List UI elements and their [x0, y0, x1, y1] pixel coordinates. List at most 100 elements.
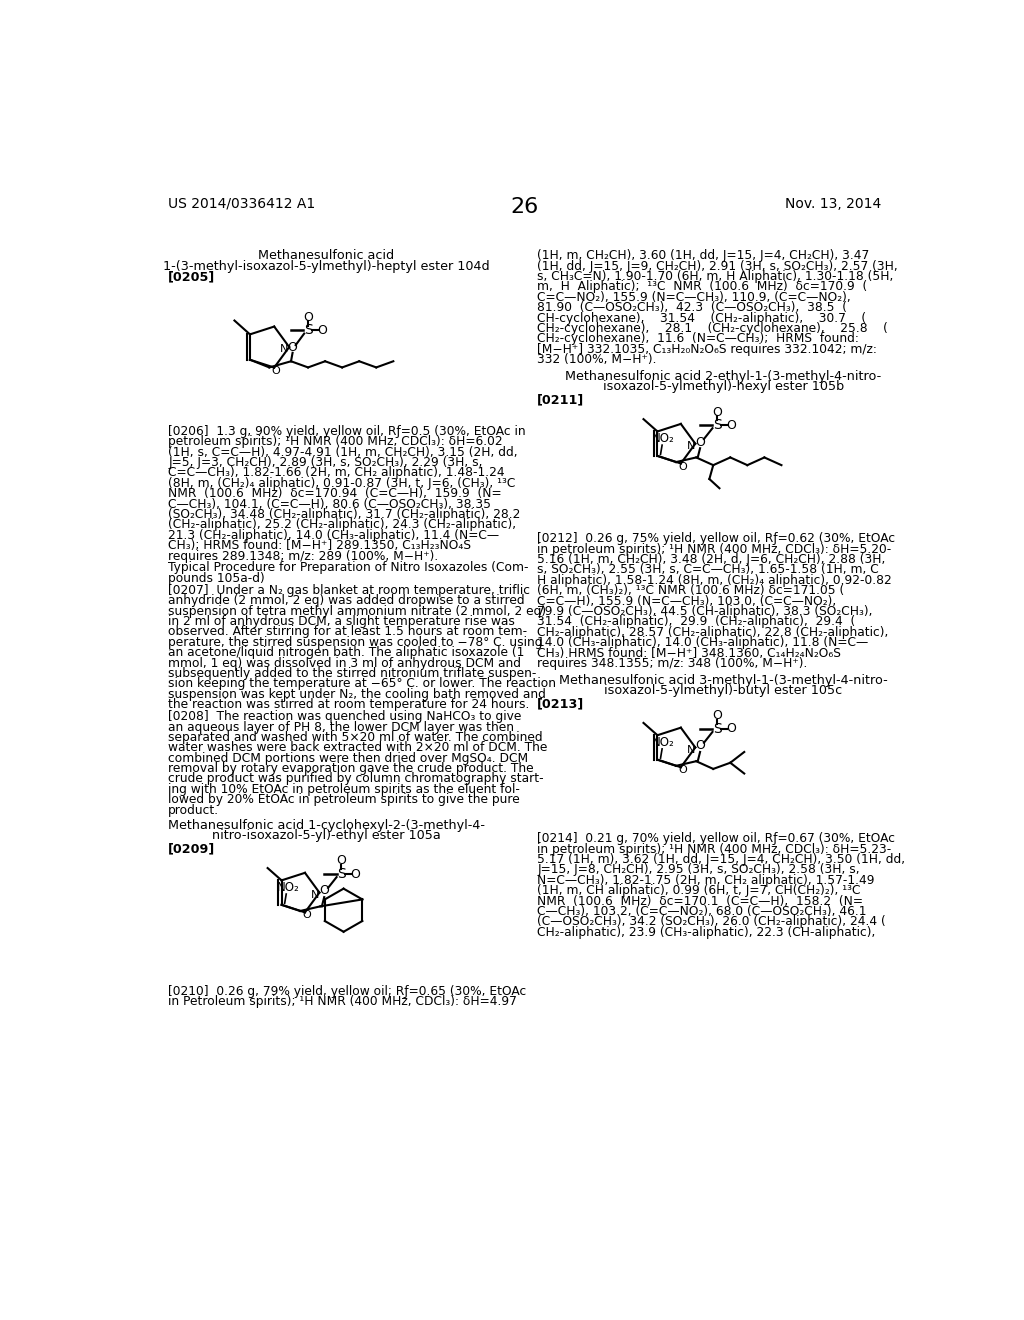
Text: product.: product. [168, 804, 219, 817]
Text: petroleum spirits); ¹H NMR (400 MHz, CDCl₃): δH=6.02: petroleum spirits); ¹H NMR (400 MHz, CDC… [168, 436, 503, 449]
Text: [0209]: [0209] [168, 842, 215, 855]
Text: 81.90  (C—OSO₂CH₃),  42.3  (C—OSO₂CH₃),  38.5  (: 81.90 (C—OSO₂CH₃), 42.3 (C—OSO₂CH₃), 38.… [538, 301, 847, 314]
Text: [0208]  The reaction was quenched using NaHCO₃ to give: [0208] The reaction was quenched using N… [168, 710, 521, 723]
Text: N: N [281, 345, 289, 354]
Text: in petroleum spirits); ¹H NMR (400 MHz, CDCl₃): δH=5.23-: in petroleum spirits); ¹H NMR (400 MHz, … [538, 842, 892, 855]
Text: combined DCM portions were then dried over MgSO₄. DCM: combined DCM portions were then dried ov… [168, 751, 528, 764]
Text: Methanesulfonic acid: Methanesulfonic acid [258, 249, 394, 263]
Text: N: N [686, 744, 695, 755]
Text: 26: 26 [511, 197, 539, 216]
Text: C=C—H), 155.9 (N=C—CH₃), 103.0, (C=C—NO₂),: C=C—H), 155.9 (N=C—CH₃), 103.0, (C=C—NO₂… [538, 594, 837, 607]
Text: Methanesulfonic acid 3-methyl-1-(3-methyl-4-nitro-: Methanesulfonic acid 3-methyl-1-(3-methy… [559, 673, 888, 686]
Text: N=C—CH₃), 1.82-1.75 (2H, m, CH₂ aliphatic), 1.57-1.49: N=C—CH₃), 1.82-1.75 (2H, m, CH₂ aliphati… [538, 874, 874, 887]
Text: [0212]  0.26 g, 75% yield, yellow oil, Rƒ=0.62 (30%, EtOAc: [0212] 0.26 g, 75% yield, yellow oil, Rƒ… [538, 532, 895, 545]
Text: (8H, m, (CH₂)₄ aliphatic), 0.91-0.87 (3H, t, J=6, (CH₃), ¹³C: (8H, m, (CH₂)₄ aliphatic), 0.91-0.87 (3H… [168, 477, 516, 490]
Text: O: O [726, 418, 736, 432]
Text: CH₂-aliphatic), 23.9 (CH₃-aliphatic), 22.3 (CH-aliphatic),: CH₂-aliphatic), 23.9 (CH₃-aliphatic), 22… [538, 925, 876, 939]
Text: pounds 105a-d): pounds 105a-d) [168, 572, 265, 585]
Text: H aliphatic), 1.58-1.24 (8H, m, (CH₂)₄ aliphatic), 0.92-0.82: H aliphatic), 1.58-1.24 (8H, m, (CH₂)₄ a… [538, 574, 892, 587]
Text: 5.17 (1H, m), 3.62 (1H, dd, J=15, J=4, CH₂CH), 3.50 (1H, dd,: 5.17 (1H, m), 3.62 (1H, dd, J=15, J=4, C… [538, 853, 905, 866]
Text: CH₂-cyclohexane),    28.1    (CH₂-cyclohexane),    25.8    (: CH₂-cyclohexane), 28.1 (CH₂-cyclohexane)… [538, 322, 888, 335]
Text: in 2 ml of anhydrous DCM, a slight temperature rise was: in 2 ml of anhydrous DCM, a slight tempe… [168, 615, 515, 628]
Text: O: O [712, 405, 722, 418]
Text: the reaction was stirred at room temperature for 24 hours.: the reaction was stirred at room tempera… [168, 698, 529, 711]
Text: [0213]: [0213] [538, 697, 585, 710]
Text: US 2014/0336412 A1: US 2014/0336412 A1 [168, 197, 315, 211]
Text: isoxazol-5-ylmethyl)-butyl ester 105c: isoxazol-5-ylmethyl)-butyl ester 105c [604, 684, 843, 697]
Text: [0214]  0.21 g, 70% yield, yellow oil, Rƒ=0.67 (30%, EtOAc: [0214] 0.21 g, 70% yield, yellow oil, Rƒ… [538, 832, 895, 845]
Text: 332 (100%, M−H⁺).: 332 (100%, M−H⁺). [538, 354, 656, 366]
Text: subsequently added to the stirred nitronium triflate suspen-: subsequently added to the stirred nitron… [168, 667, 537, 680]
Text: CH₂-cyclohexane),  11.6  (N=C—CH₃);  HRMS  found:: CH₂-cyclohexane), 11.6 (N=C—CH₃); HRMS f… [538, 333, 859, 346]
Text: O: O [319, 884, 329, 898]
Text: (CH₂-aliphatic), 25.2 (CH₂-aliphatic), 24.3 (CH₂-aliphatic),: (CH₂-aliphatic), 25.2 (CH₂-aliphatic), 2… [168, 519, 516, 532]
Text: NO₂: NO₂ [652, 737, 675, 750]
Text: (1H, s, C=C—H), 4.97-4.91 (1H, m, CH₂CH), 3.15 (2H, dd,: (1H, s, C=C—H), 4.97-4.91 (1H, m, CH₂CH)… [168, 446, 518, 458]
Text: Nov. 13, 2014: Nov. 13, 2014 [785, 197, 882, 211]
Text: (SO₂CH₃), 34.48 (CH₂-aliphatic), 31.7 (CH₂-aliphatic), 28.2: (SO₂CH₃), 34.48 (CH₂-aliphatic), 31.7 (C… [168, 508, 520, 521]
Text: [0210]  0.26 g, 79% yield, yellow oil; Rƒ=0.65 (30%, EtOAc: [0210] 0.26 g, 79% yield, yellow oil; Rƒ… [168, 985, 526, 998]
Text: O: O [712, 709, 722, 722]
Text: NO₂: NO₂ [652, 433, 675, 445]
Text: s, CH₃C=N), 1.90-1.70 (6H, m, H Aliphatic), 1.30-1.18 (5H,: s, CH₃C=N), 1.90-1.70 (6H, m, H Aliphati… [538, 271, 894, 282]
Text: O: O [271, 366, 281, 376]
Text: O: O [288, 341, 298, 354]
Text: Methanesulfonic acid 2-ethyl-1-(3-methyl-4-nitro-: Methanesulfonic acid 2-ethyl-1-(3-methyl… [565, 370, 882, 383]
Text: s, SO₂CH₃), 2.55 (3H, s, C=C—CH₃), 1.65-1.58 (1H, m, C: s, SO₂CH₃), 2.55 (3H, s, C=C—CH₃), 1.65-… [538, 564, 879, 577]
Text: [0211]: [0211] [538, 393, 585, 407]
Text: 5.16 (1H, m, CH₂CH), 3.48 (2H, d, J=6, CH₂CH), 2.88 (3H,: 5.16 (1H, m, CH₂CH), 3.48 (2H, d, J=6, C… [538, 553, 886, 566]
Text: m,  H  Aliphatic);  ¹³C  NMR  (100.6  MHz)  δc=170.9  (: m, H Aliphatic); ¹³C NMR (100.6 MHz) δc=… [538, 280, 867, 293]
Text: lowed by 20% EtOAc in petroleum spirits to give the pure: lowed by 20% EtOAc in petroleum spirits … [168, 793, 520, 807]
Text: S: S [713, 722, 722, 735]
Text: O: O [726, 722, 736, 735]
Text: O: O [695, 436, 705, 449]
Text: Methanesulfonic acid 1-cyclohexyl-2-(3-methyl-4-: Methanesulfonic acid 1-cyclohexyl-2-(3-m… [168, 818, 485, 832]
Text: 79.9 (C—OSO₂CH₃), 44.5 (CH-aliphatic), 38.3 (SO₂CH₃),: 79.9 (C—OSO₂CH₃), 44.5 (CH-aliphatic), 3… [538, 605, 872, 618]
Text: [0206]  1.3 g, 90% yield, yellow oil, Rƒ=0.5 (30%, EtOAc in: [0206] 1.3 g, 90% yield, yellow oil, Rƒ=… [168, 425, 526, 438]
Text: J=15, J=8, CH₂CH), 2.95 (3H, s, SO₂CH₃), 2.58 (3H, s,: J=15, J=8, CH₂CH), 2.95 (3H, s, SO₂CH₃),… [538, 863, 860, 876]
Text: requires 289.1348; m/z: 289 (100%, M−H⁺).: requires 289.1348; m/z: 289 (100%, M−H⁺)… [168, 549, 438, 562]
Text: (C—OSO₂CH₃), 34.2 (SO₂CH₃), 26.0 (CH₂-aliphatic), 24.4 (: (C—OSO₂CH₃), 34.2 (SO₂CH₃), 26.0 (CH₂-al… [538, 915, 886, 928]
Text: 1-(3-methyl-isoxazol-5-ylmethyl)-heptyl ester 104d: 1-(3-methyl-isoxazol-5-ylmethyl)-heptyl … [163, 260, 489, 273]
Text: CH₂-aliphatic), 28.57 (CH₂-aliphatic), 22.8 (CH₂-aliphatic),: CH₂-aliphatic), 28.57 (CH₂-aliphatic), 2… [538, 626, 889, 639]
Text: crude product was purified by column chromatography start-: crude product was purified by column chr… [168, 772, 544, 785]
Text: perature, the stirred suspension was cooled to −78° C. using: perature, the stirred suspension was coo… [168, 636, 543, 649]
Text: isoxazol-5-ylmethyl)-hexyl ester 105b: isoxazol-5-ylmethyl)-hexyl ester 105b [602, 380, 844, 393]
Text: (6H, m, (CH₃)₂), ¹³C NMR (100.6 MHz) δc=171.05 (: (6H, m, (CH₃)₂), ¹³C NMR (100.6 MHz) δc=… [538, 585, 845, 597]
Text: [M−H⁺] 332.1035, C₁₃H₂₀N₂O₆S requires 332.1042; m/z:: [M−H⁺] 332.1035, C₁₃H₂₀N₂O₆S requires 33… [538, 343, 878, 356]
Text: observed. After stirring for at least 1.5 hours at room tem-: observed. After stirring for at least 1.… [168, 626, 527, 639]
Text: C—CH₃), 103.2, (C=C—NO₂), 68.0 (C—OSO₂CH₃), 46.1: C—CH₃), 103.2, (C=C—NO₂), 68.0 (C—OSO₂CH… [538, 906, 866, 917]
Text: anhydride (2 mmol, 2 eq) was added dropwise to a stirred: anhydride (2 mmol, 2 eq) was added dropw… [168, 594, 525, 607]
Text: N: N [310, 890, 318, 900]
Text: ing with 10% EtOAc in petroleum spirits as the eluent fol-: ing with 10% EtOAc in petroleum spirits … [168, 783, 520, 796]
Text: removal by rotary evaporation gave the crude product. The: removal by rotary evaporation gave the c… [168, 762, 534, 775]
Text: mmol, 1 eq) was dissolved in 3 ml of anhydrous DCM and: mmol, 1 eq) was dissolved in 3 ml of anh… [168, 656, 521, 669]
Text: C=C—CH₃), 1.82-1.66 (2H, m, CH₂ aliphatic), 1.48-1.24: C=C—CH₃), 1.82-1.66 (2H, m, CH₂ aliphati… [168, 466, 505, 479]
Text: NMR  (100.6  MHz)  δc=170.94  (C=C—H),  159.9  (N=: NMR (100.6 MHz) δc=170.94 (C=C—H), 159.9… [168, 487, 502, 500]
Text: S: S [337, 867, 346, 880]
Text: in Petroleum spirits); ¹H NMR (400 MHz, CDCl₃): δH=4.97: in Petroleum spirits); ¹H NMR (400 MHz, … [168, 995, 517, 1008]
Text: [0207]  Under a N₂ gas blanket at room temperature, triflic: [0207] Under a N₂ gas blanket at room te… [168, 583, 530, 597]
Text: NO₂: NO₂ [276, 882, 299, 895]
Text: suspension of tetra methyl ammonium nitrate (2 mmol, 2 eq): suspension of tetra methyl ammonium nitr… [168, 605, 547, 618]
Text: CH₃) HRMS found: [M−H⁺] 348.1360, C₁₄H₂₄N₂O₆S: CH₃) HRMS found: [M−H⁺] 348.1360, C₁₄H₂₄… [538, 647, 841, 660]
Text: O: O [302, 911, 311, 920]
Text: water washes were back extracted with 2×20 ml of DCM. The: water washes were back extracted with 2×… [168, 742, 548, 754]
Text: sion keeping the temperature at −65° C. or lower. The reaction: sion keeping the temperature at −65° C. … [168, 677, 556, 690]
Text: J=5, J=3, CH₂CH), 2.89 (3H, s, SO₂CH₃), 2.29 (3H, s,: J=5, J=3, CH₂CH), 2.89 (3H, s, SO₂CH₃), … [168, 455, 482, 469]
Text: O: O [303, 312, 313, 323]
Text: Typical Procedure for Preparation of Nitro Isoxazoles (Com-: Typical Procedure for Preparation of Nit… [168, 561, 528, 574]
Text: separated and washed with 5×20 ml of water. The combined: separated and washed with 5×20 ml of wat… [168, 731, 543, 744]
Text: CH-cyclohexane),    31.54    (CH₂-aliphatic),    30.7    (: CH-cyclohexane), 31.54 (CH₂-aliphatic), … [538, 312, 866, 325]
Text: CH₃); HRMS found: [M−H⁺] 289.1350, C₁₃H₂₃NO₄S: CH₃); HRMS found: [M−H⁺] 289.1350, C₁₃H₂… [168, 539, 471, 552]
Text: 31.54  (CH₂-aliphatic),  29.9  (CH₂-aliphatic),  29.4  (: 31.54 (CH₂-aliphatic), 29.9 (CH₂-aliphat… [538, 615, 855, 628]
Text: (1H, m, CH₂CH), 3.60 (1H, dd, J=15, J=4, CH₂CH), 3.47: (1H, m, CH₂CH), 3.60 (1H, dd, J=15, J=4,… [538, 249, 869, 263]
Text: O: O [336, 854, 346, 867]
Text: in petroleum spirits); ¹H NMR (400 MHz, CDCl₃): δH=5.20-: in petroleum spirits); ¹H NMR (400 MHz, … [538, 543, 892, 556]
Text: [0205]: [0205] [168, 271, 215, 284]
Text: O: O [678, 462, 687, 471]
Text: an acetone/liquid nitrogen bath. The aliphatic isoxazole (1: an acetone/liquid nitrogen bath. The ali… [168, 647, 524, 659]
Text: suspension was kept under N₂, the cooling bath removed and: suspension was kept under N₂, the coolin… [168, 688, 546, 701]
Text: O: O [695, 739, 705, 752]
Text: S: S [713, 418, 722, 432]
